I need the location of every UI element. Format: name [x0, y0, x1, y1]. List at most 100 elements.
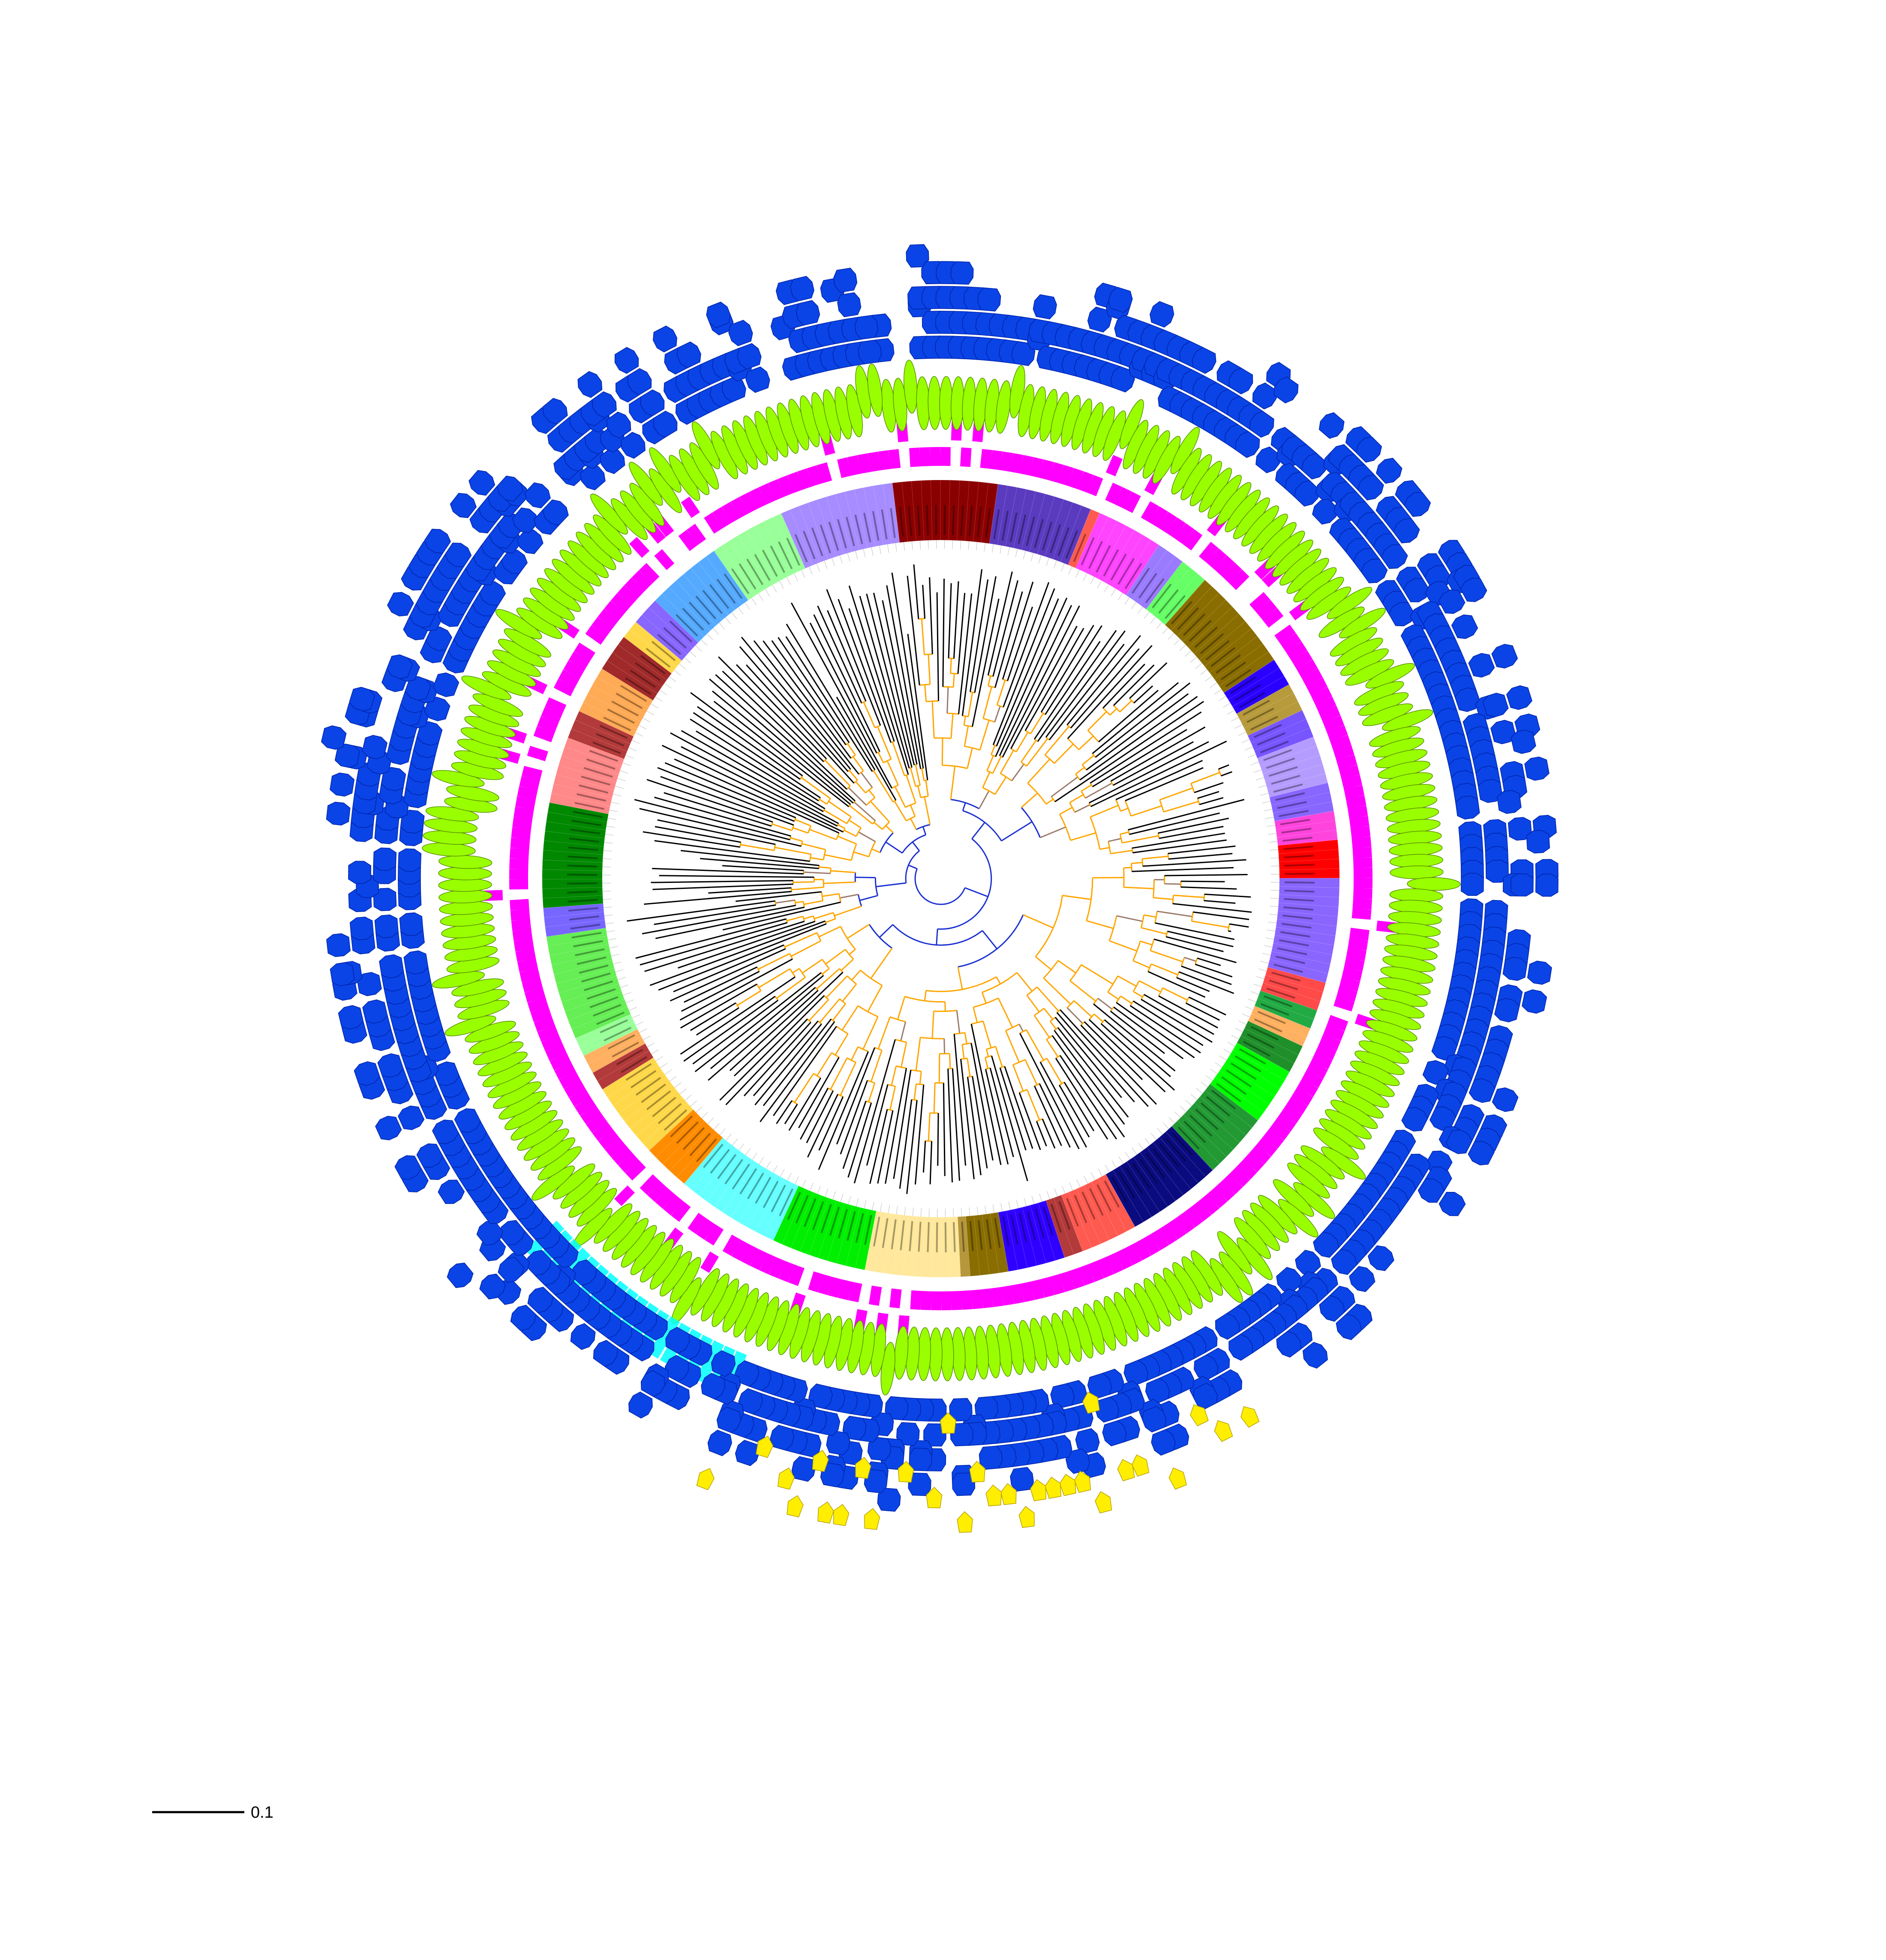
leaf-guide-line	[1265, 817, 1274, 819]
magenta-mark	[654, 549, 675, 570]
leaf-label-mark	[1246, 708, 1274, 723]
leaf-label-glyph	[1239, 1048, 1266, 1065]
branch-edge	[933, 1083, 936, 1113]
branch-edge	[1144, 914, 1156, 918]
magenta-rect	[1206, 548, 1227, 570]
leaf-guide-line	[824, 561, 828, 569]
magenta-rect	[1105, 483, 1123, 504]
clade-separator	[602, 668, 653, 701]
branch-edge	[973, 1007, 978, 1023]
branch-edge	[906, 775, 916, 804]
leaf-guide-line	[1015, 549, 1018, 558]
magenta-rect	[1158, 511, 1177, 533]
leaf-label-glyph	[724, 1159, 743, 1185]
leaf-label-glyph	[1269, 979, 1298, 991]
leaf-label-mark	[1110, 553, 1127, 581]
magenta-rect	[1349, 927, 1369, 941]
magenta-mark	[598, 1129, 620, 1150]
branch-edge	[1059, 1055, 1117, 1140]
leaf-label-mark	[787, 1192, 801, 1220]
magenta-mark	[1221, 562, 1242, 583]
leaf-label-glyph	[604, 1027, 632, 1042]
branch-edge	[640, 922, 788, 966]
clade-separator	[836, 1205, 853, 1264]
clade-band	[624, 622, 682, 674]
branch-edge	[818, 1096, 844, 1151]
magenta-rect	[550, 1053, 571, 1071]
leaf-label-mark	[586, 758, 616, 770]
leaf-guide-line	[701, 639, 708, 646]
branch-edge	[885, 841, 903, 854]
green-ellipse	[1382, 709, 1433, 731]
branch-edge	[790, 837, 803, 842]
hexagon-mark	[1526, 830, 1550, 854]
magenta-mark	[1192, 1200, 1212, 1222]
leaf-label-mark	[863, 513, 871, 543]
magenta-rect	[1286, 1096, 1308, 1115]
magenta-mark	[991, 1287, 1004, 1307]
clade-separator	[546, 821, 606, 831]
branch-edge	[801, 777, 831, 799]
magenta-mark	[1150, 1229, 1169, 1251]
branch-edge	[999, 1067, 1027, 1151]
branch-edge	[929, 577, 933, 654]
branch-edge	[915, 1037, 921, 1071]
magenta-mark	[1166, 517, 1186, 539]
clade-separator	[575, 720, 631, 744]
leaf-label-mark	[1266, 988, 1295, 999]
clade-separator	[998, 1212, 1009, 1272]
branch-edge	[1048, 644, 1125, 741]
branch-edge	[819, 866, 831, 869]
leaf-label-glyph	[568, 899, 598, 903]
branch-arc	[911, 1099, 917, 1101]
clade-separator	[662, 594, 704, 637]
leaf-label-glyph	[596, 733, 625, 747]
leaf-label-glyph	[1051, 1204, 1062, 1233]
leaf-label-glyph	[695, 595, 717, 620]
ellipse-mark	[1237, 1237, 1273, 1280]
branch-edge	[808, 999, 829, 1021]
leaf-label-glyph	[630, 1070, 657, 1089]
clade-separator	[1140, 1152, 1176, 1201]
branch-edge	[1197, 957, 1221, 966]
leaf-label-glyph	[696, 1138, 717, 1162]
magenta-rect	[930, 447, 941, 466]
clade-separator	[883, 484, 892, 544]
clade-separator	[649, 1109, 694, 1151]
clade-separator	[655, 600, 699, 643]
leaf-label-glyph	[1183, 613, 1206, 636]
magenta-rect	[1339, 765, 1360, 780]
branch-edge	[886, 760, 899, 786]
branch-edge	[1153, 938, 1237, 963]
clade-separator	[1270, 959, 1328, 974]
clade-separator	[1183, 600, 1226, 642]
magenta-mark	[510, 848, 529, 860]
leaf-guide-line	[1201, 1081, 1208, 1087]
leaf-guide-line	[669, 676, 676, 682]
leaf-guide-line	[625, 755, 634, 759]
clade-separator	[542, 869, 603, 871]
magenta-mark	[527, 997, 549, 1013]
branch-edge	[817, 605, 862, 703]
magenta-rect	[1059, 1271, 1075, 1292]
magenta-rect	[788, 1264, 805, 1286]
magenta-rect	[618, 1153, 639, 1173]
leaf-label-mark	[573, 940, 603, 948]
branch-edge	[1159, 787, 1193, 801]
branch-edge	[1165, 936, 1224, 952]
leaf-label-glyph	[611, 700, 639, 717]
leaf-label-glyph	[1089, 1188, 1104, 1216]
clade-separator	[1274, 810, 1334, 822]
branch-edge	[1158, 995, 1218, 1029]
clade-separator	[1237, 1042, 1290, 1072]
magenta-rect	[878, 450, 891, 471]
branch-edge	[885, 825, 894, 834]
branch-edge	[1066, 635, 1141, 726]
branch-edge	[753, 1021, 819, 1096]
magenta-mark	[1353, 888, 1372, 899]
branch-edge	[1057, 1027, 1129, 1118]
magenta-mark	[1311, 1052, 1333, 1070]
leaf-guide-line	[1223, 702, 1231, 708]
leaf-label-mark	[854, 514, 863, 544]
leaf-label-mark	[1280, 931, 1310, 938]
